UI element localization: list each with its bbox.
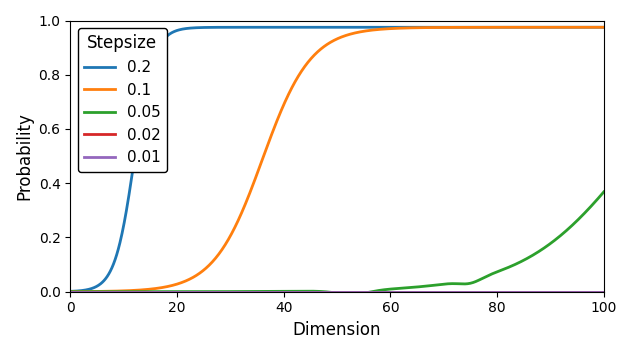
0.05 xyxy=(434,283,441,287)
0.05 xyxy=(66,290,74,294)
0.05 xyxy=(483,274,490,278)
Legend: 0.2, 0.1, 0.05, 0.02, 0.01: 0.2, 0.1, 0.05, 0.02, 0.01 xyxy=(78,28,167,172)
Line: 0.2: 0.2 xyxy=(70,27,604,291)
0.02 xyxy=(283,290,290,294)
Y-axis label: Probability: Probability xyxy=(15,112,33,200)
0.2 xyxy=(433,25,441,29)
0.2 xyxy=(493,25,501,29)
0.05 xyxy=(283,289,290,293)
0.02 xyxy=(66,290,74,294)
0.2 xyxy=(487,25,495,29)
0.1 xyxy=(492,25,500,29)
0.02 xyxy=(301,290,309,294)
0.02 xyxy=(433,290,441,294)
0.2 xyxy=(482,25,490,29)
0.1 xyxy=(433,25,441,30)
0.02 xyxy=(492,290,500,294)
0.2 xyxy=(301,25,309,29)
0.05 xyxy=(348,292,355,297)
0.05 xyxy=(493,270,501,274)
0.02 xyxy=(482,290,490,294)
0.05 xyxy=(600,190,607,194)
0.05 xyxy=(121,290,128,294)
0.01 xyxy=(433,290,441,294)
0.02 xyxy=(600,290,607,294)
0.01 xyxy=(482,290,490,294)
Line: 0.05: 0.05 xyxy=(70,192,604,295)
0.2 xyxy=(66,289,74,293)
0.01 xyxy=(301,290,309,294)
0.01 xyxy=(66,290,74,294)
0.01 xyxy=(283,290,290,294)
0.02 xyxy=(121,290,128,294)
Line: 0.1: 0.1 xyxy=(70,27,604,292)
0.1 xyxy=(121,289,128,293)
0.1 xyxy=(600,25,607,29)
0.2 xyxy=(121,218,128,222)
0.1 xyxy=(482,25,490,29)
X-axis label: Dimension: Dimension xyxy=(293,321,381,339)
0.1 xyxy=(283,97,290,102)
0.01 xyxy=(121,290,128,294)
0.1 xyxy=(66,290,74,294)
0.01 xyxy=(492,290,500,294)
0.1 xyxy=(301,64,309,68)
0.2 xyxy=(600,25,607,29)
0.2 xyxy=(283,25,290,29)
0.01 xyxy=(600,290,607,294)
0.05 xyxy=(301,289,309,293)
